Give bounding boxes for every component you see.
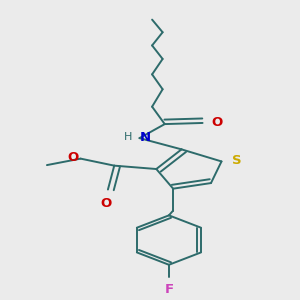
Text: S: S [232, 154, 242, 167]
Text: F: F [164, 283, 173, 296]
Text: O: O [100, 196, 112, 209]
Text: N: N [140, 131, 151, 144]
Text: O: O [212, 116, 223, 129]
Text: O: O [67, 151, 79, 164]
Text: H: H [124, 132, 132, 142]
